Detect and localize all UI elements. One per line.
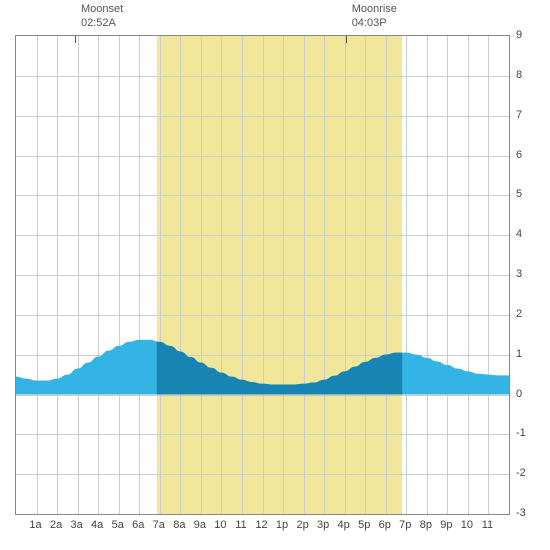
x-tick: 2p	[296, 519, 308, 531]
y-tick: -2	[516, 467, 526, 479]
tide-area	[16, 36, 509, 514]
x-tick: 9p	[440, 519, 452, 531]
x-tick: 11	[235, 519, 246, 531]
y-tick: 7	[516, 109, 522, 121]
x-tick: 4p	[338, 519, 350, 531]
moonrise-label: Moonrise 04:03P	[352, 2, 397, 31]
x-tick: 2a	[50, 519, 62, 531]
x-tick: 7a	[153, 519, 165, 531]
moonset-label: Moonset 02:52A	[81, 2, 123, 31]
x-tick: 11	[482, 519, 493, 531]
x-tick: 7p	[399, 519, 411, 531]
x-tick: 3a	[71, 519, 83, 531]
x-tick: 1p	[276, 519, 288, 531]
moonrise-title: Moonrise	[352, 3, 397, 15]
x-tick: 12	[255, 519, 267, 531]
x-tick: 6a	[132, 519, 144, 531]
y-tick: 8	[516, 69, 522, 81]
x-tick: 1a	[29, 519, 41, 531]
y-tick: 2	[516, 308, 522, 320]
x-tick: 5p	[358, 519, 370, 531]
moonset-title: Moonset	[81, 3, 123, 15]
x-tick: 9a	[194, 519, 206, 531]
x-tick: 5a	[112, 519, 124, 531]
moonset-time: 02:52A	[81, 17, 116, 29]
x-tick: 6p	[379, 519, 391, 531]
x-tick: 4a	[91, 519, 103, 531]
x-tick: 10	[214, 519, 226, 531]
y-tick: 4	[516, 228, 522, 240]
x-tick: 3p	[317, 519, 329, 531]
plot-area	[15, 35, 510, 515]
tide-chart: Moonset 02:52A Moonrise 04:03P 1a 2a 3a 4a 5…	[0, 0, 550, 550]
y-tick: 6	[516, 149, 522, 161]
y-tick: 9	[516, 29, 522, 41]
y-tick: -1	[516, 427, 526, 439]
y-tick: 1	[516, 348, 522, 360]
y-tick: 0	[516, 388, 522, 400]
y-tick: -3	[516, 507, 526, 519]
x-tick: 8a	[173, 519, 185, 531]
x-tick: 10	[461, 519, 473, 531]
y-tick: 5	[516, 188, 522, 200]
moonrise-time: 04:03P	[352, 17, 387, 29]
y-tick: 3	[516, 268, 522, 280]
x-tick: 8p	[420, 519, 432, 531]
